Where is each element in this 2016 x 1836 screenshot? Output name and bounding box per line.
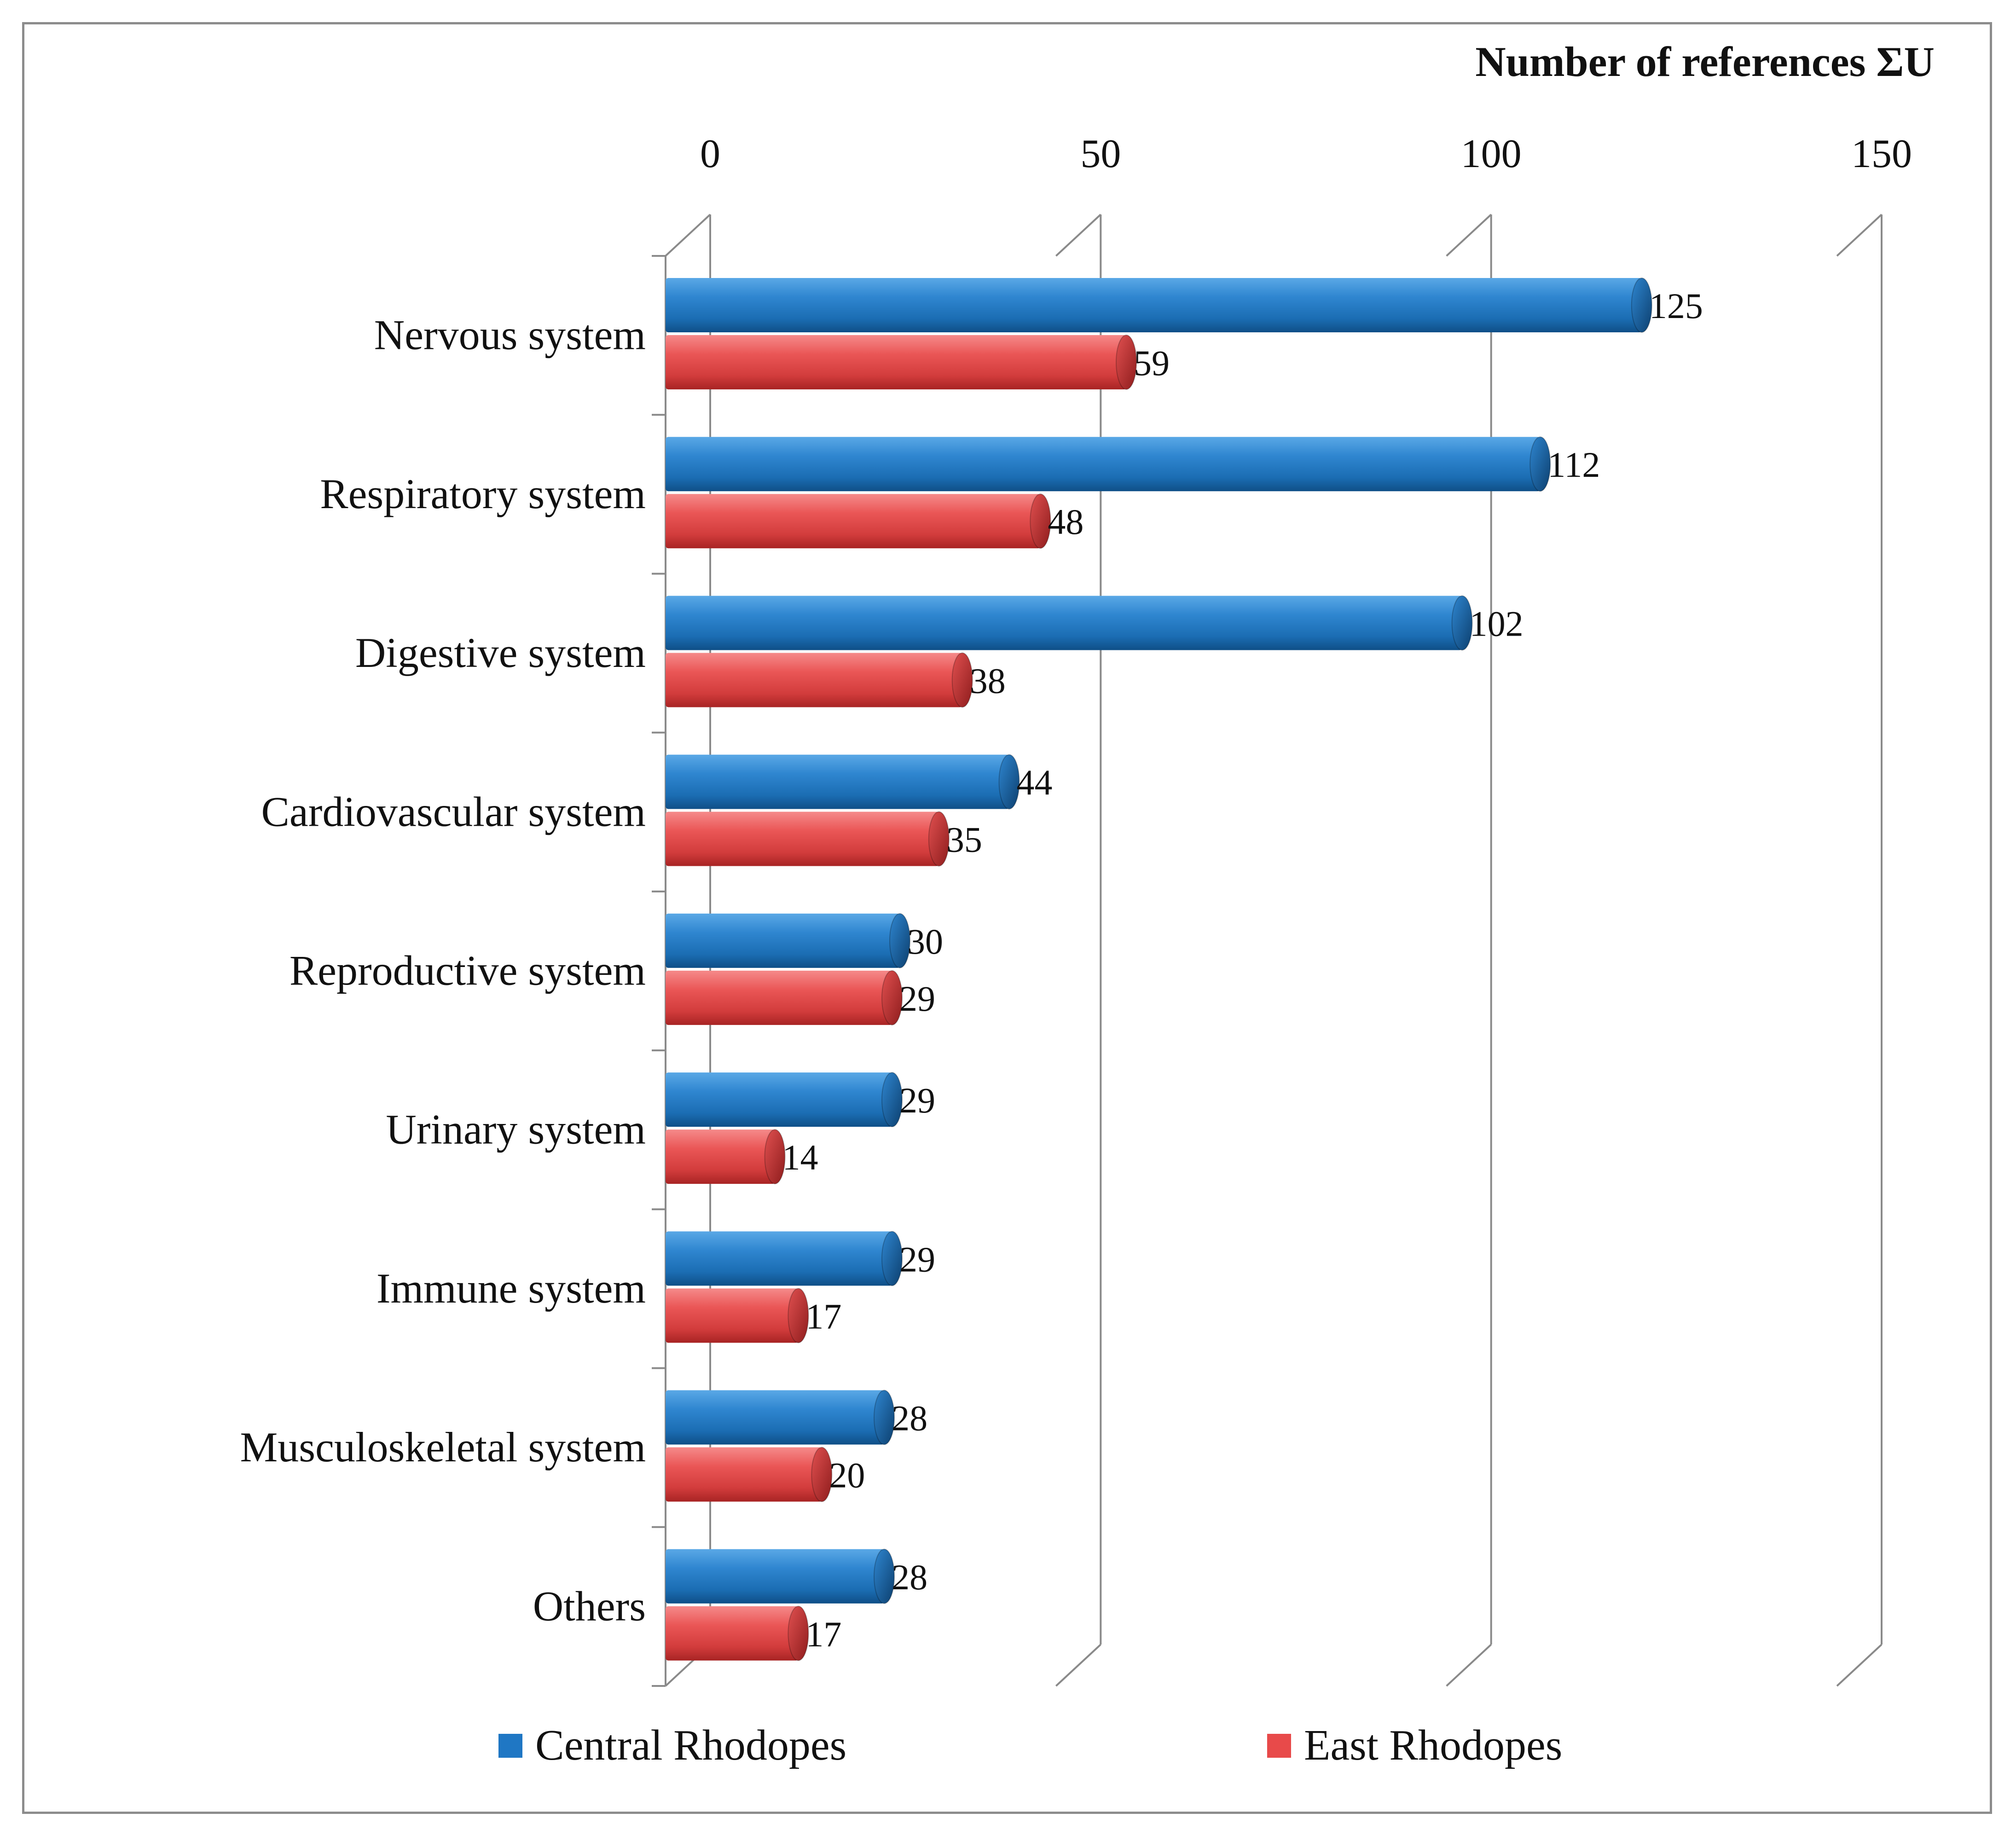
bar-central-cap	[889, 913, 910, 968]
bar-central-cap	[874, 1390, 895, 1445]
data-label: 125	[1649, 286, 1703, 326]
bar-east	[666, 970, 892, 1025]
bar-east-cap	[951, 652, 973, 708]
data-label: 102	[1470, 603, 1524, 643]
data-label: 29	[899, 1080, 935, 1120]
category-label: Nervous system	[374, 312, 646, 359]
bar-central-cap	[874, 1548, 895, 1604]
data-label: 29	[899, 1239, 935, 1279]
x-tick-label: 0	[700, 132, 720, 176]
bar-central	[666, 754, 1009, 809]
bar-east-cap	[764, 1129, 786, 1185]
bar-central	[666, 1072, 892, 1127]
bar-east	[666, 811, 939, 866]
gridline-bottom-depth	[1836, 1644, 1883, 1687]
data-label: 30	[907, 921, 943, 961]
data-label: 17	[805, 1296, 841, 1336]
bar-central-cap	[1529, 436, 1551, 492]
bars	[666, 278, 1652, 1661]
bar-east	[666, 1129, 775, 1184]
bar-central	[666, 1390, 885, 1445]
bar-east	[666, 1606, 799, 1661]
data-label: 38	[970, 660, 1006, 701]
gridline-top-depth	[1055, 214, 1101, 257]
data-label: 29	[899, 979, 935, 1019]
x-tick-label: 100	[1461, 132, 1522, 176]
legend-swatch-central	[498, 1734, 522, 1758]
bar-east-cap	[788, 1605, 809, 1661]
data-labels: 125 59 112 48 102 38 44 35 30 29 29 14 29 17 28 20 28 17	[782, 286, 1703, 1654]
data-label: 20	[829, 1455, 865, 1495]
category-label: Cardiovascular system	[261, 788, 646, 835]
bar-east	[666, 653, 962, 707]
category-label: Urinary system	[386, 1106, 646, 1153]
category-label: Digestive system	[355, 629, 646, 676]
data-label: 28	[892, 1557, 927, 1597]
bar-central-cap	[998, 754, 1020, 810]
legend: Central Rhodopes East Rhodopes	[498, 1721, 1562, 1769]
x-tick-label: 150	[1851, 132, 1912, 176]
bar-east-cap	[811, 1447, 833, 1502]
bar-east-cap	[1116, 335, 1137, 390]
bar-east	[666, 335, 1127, 389]
legend-label: East Rhodopes	[1304, 1721, 1562, 1769]
data-label: 14	[782, 1137, 818, 1177]
data-label: 44	[1017, 763, 1053, 803]
data-label: 28	[892, 1398, 927, 1438]
bar-central-cap	[881, 1231, 903, 1286]
bar-east-cap	[788, 1288, 809, 1344]
legend-swatch-east	[1267, 1734, 1291, 1758]
data-label: 112	[1547, 445, 1600, 485]
gridline-top-depth	[1836, 214, 1883, 257]
category-label: Musculoskeletal system	[240, 1424, 646, 1471]
category-labels: Nervous system Respiratory system Digestiv…	[240, 312, 646, 1630]
bar-east	[666, 1288, 799, 1343]
data-label: 59	[1134, 343, 1170, 383]
bar-east-cap	[928, 811, 950, 867]
bar-central-cap	[1631, 278, 1652, 333]
bar-central	[666, 437, 1541, 492]
bar-chart: Number of references ΣU 0 50 100 150 Nervou…	[240, 38, 1935, 1769]
category-label: Reproductive system	[290, 947, 646, 994]
data-label: 48	[1048, 502, 1083, 542]
bar-central	[666, 278, 1642, 332]
x-axis-title: Number of references ΣU	[1475, 38, 1935, 85]
bar-east-cap	[1030, 493, 1051, 549]
bar-east	[666, 1447, 822, 1502]
bar-central-cap	[1451, 595, 1473, 651]
bar-central	[666, 596, 1462, 650]
category-label: Respiratory system	[320, 470, 646, 517]
data-label: 17	[805, 1614, 841, 1654]
gridline-top-depth	[665, 214, 711, 257]
gridline-bottom-depth	[1446, 1644, 1492, 1687]
category-label: Immune system	[377, 1265, 646, 1312]
bar-central-cap	[881, 1072, 903, 1128]
bar-east-cap	[881, 970, 903, 1025]
category-label: Others	[533, 1582, 646, 1629]
x-tick-label: 50	[1080, 132, 1121, 176]
chart-frame: Number of references ΣU 0 50 100 150 Nervou…	[22, 22, 1992, 1814]
bar-central	[666, 1231, 892, 1286]
bar-central	[666, 913, 900, 968]
legend-label: Central Rhodopes	[535, 1721, 846, 1769]
gridline-bottom-depth	[1055, 1644, 1101, 1687]
x-tick-labels: 0 50 100 150	[700, 132, 1912, 176]
gridline-top-depth	[1446, 214, 1492, 257]
bar-central	[666, 1549, 885, 1604]
data-label: 35	[946, 820, 982, 860]
bar-east	[666, 494, 1041, 549]
